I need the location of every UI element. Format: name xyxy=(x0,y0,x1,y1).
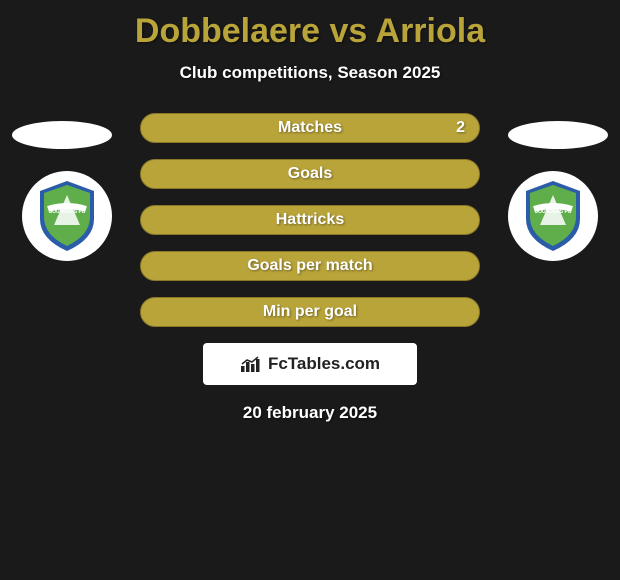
player-right-oval xyxy=(508,121,608,149)
date-text: 20 february 2025 xyxy=(0,403,620,423)
page-title: Dobbelaere vs Arriola xyxy=(0,0,620,51)
page-subtitle: Club competitions, Season 2025 xyxy=(0,63,620,83)
stat-label: Goals xyxy=(288,165,332,183)
team-crest-left-icon: SOUNDERS FC xyxy=(34,179,100,253)
stat-row: Hattricks xyxy=(140,205,480,235)
stat-row: Goals per match xyxy=(140,251,480,281)
branding-badge: FcTables.com xyxy=(203,343,417,385)
player-left-badge: SOUNDERS FC xyxy=(22,171,112,261)
stats-rows: Matches 2 Goals Hattricks Goals per match Min… xyxy=(140,113,480,327)
svg-text:SOUNDERS FC: SOUNDERS FC xyxy=(535,209,572,215)
branding-text: FcTables.com xyxy=(268,354,380,374)
stat-row: Min per goal xyxy=(140,297,480,327)
stat-label: Hattricks xyxy=(276,211,344,229)
stat-row: Goals xyxy=(140,159,480,189)
comparison-content: SOUNDERS FC SOUNDERS FC Matches 2 Goals Hat… xyxy=(0,113,620,423)
svg-text:SOUNDERS FC: SOUNDERS FC xyxy=(49,209,86,215)
stat-value-right: 2 xyxy=(456,119,465,137)
team-crest-right-icon: SOUNDERS FC xyxy=(520,179,586,253)
chart-icon xyxy=(240,355,262,373)
player-left-oval xyxy=(12,121,112,149)
stat-label: Goals per match xyxy=(247,257,372,275)
stat-label: Min per goal xyxy=(263,303,357,321)
stat-row: Matches 2 xyxy=(140,113,480,143)
stat-label: Matches xyxy=(278,119,342,137)
player-right-badge: SOUNDERS FC xyxy=(508,171,598,261)
